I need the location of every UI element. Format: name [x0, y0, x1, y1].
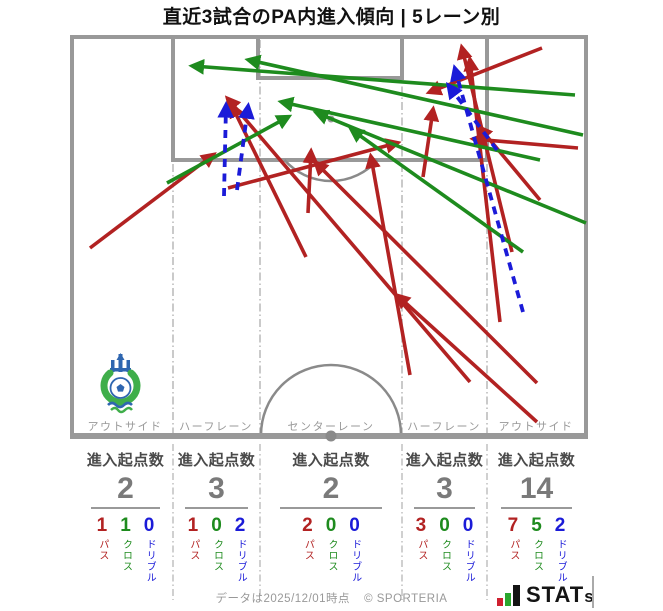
stat-col-outside-right: 進入起点数 14 7 パス 5 クロス 2 ドリブル [487, 449, 586, 583]
dribble-count: 2 [554, 515, 566, 536]
cross-count: 0 [211, 515, 222, 536]
lane-label-half-left: ハーフレーン [179, 421, 253, 433]
stat-header: 進入起点数 [86, 452, 165, 469]
arrow-cross [244, 54, 584, 137]
entry-arrows [88, 43, 587, 424]
stat-col-center: 進入起点数 2 2 パス 0 クロス 0 ドリブル [260, 449, 402, 583]
cross-count: 0 [439, 515, 450, 536]
dribble-label: ドリブル [235, 538, 247, 583]
pass-label: パス [187, 538, 199, 561]
dribble-count: 0 [462, 515, 474, 536]
divider [413, 507, 476, 509]
arrow-pass [224, 95, 472, 384]
cross-count: 0 [325, 515, 337, 536]
pass-count: 7 [507, 515, 519, 536]
arrow-cross [188, 58, 576, 97]
stat-header: 進入起点数 [292, 452, 370, 469]
cross-label: クロス [439, 538, 451, 572]
pass-label: パス [302, 538, 314, 561]
dribble-label: ドリブル [144, 538, 156, 583]
cross-label: クロス [211, 538, 223, 572]
cross-label: クロス [325, 538, 337, 572]
dribble-count: 0 [349, 515, 360, 536]
team-crest [100, 353, 141, 414]
stat-header: 進入起点数 [497, 452, 576, 469]
arrow-pass [312, 159, 539, 385]
cross-count: 1 [120, 515, 131, 536]
arrow-pass [365, 152, 412, 376]
dribble-label: ドリブル [349, 538, 361, 583]
stat-col-outside-left: 進入起点数 2 1 パス 1 クロス 0 ドリブル [78, 449, 173, 583]
arrow-pass [456, 43, 514, 253]
stat-col-half-right: 進入起点数 3 3 パス 0 クロス 0 ドリブル [402, 449, 487, 583]
pass-count: 3 [415, 515, 427, 536]
divider [279, 507, 383, 509]
dribble-label: ドリブル [463, 538, 475, 583]
entry-total: 2 [117, 472, 134, 505]
stat-header: 進入起点数 [177, 452, 256, 469]
stats-logo-text: STATs [526, 582, 595, 608]
center-spot [325, 430, 337, 442]
arrow-pass [476, 124, 542, 202]
arrow-cross [166, 114, 293, 185]
lane-label-outside-right: アウトサイド [498, 421, 574, 433]
dribble-label: ドリブル [555, 538, 567, 583]
dribble-count: 0 [143, 515, 155, 536]
entry-total: 2 [322, 472, 340, 505]
stats-divider-lines [172, 444, 488, 600]
pass-count: 2 [302, 515, 313, 536]
pass-count: 1 [187, 515, 199, 536]
arrow-pass [394, 292, 539, 424]
pass-label: パス [507, 538, 519, 561]
entry-total: 3 [436, 472, 453, 505]
bar-chart-icon [497, 585, 520, 606]
stats-logo: STATs [497, 580, 595, 606]
arrow-cross [348, 127, 525, 254]
pitch-lines [70, 35, 588, 439]
stat-col-half-left: 進入起点数 3 1 パス 0 クロス 2 ドリブル [173, 449, 260, 583]
arrow-pass [421, 105, 440, 178]
lane-label-center: センターレーン [287, 421, 375, 433]
pass-label: パス [415, 538, 427, 561]
footer-note: データは2025/12/01時点 © SPORTERIA [0, 590, 663, 606]
pass-count: 1 [96, 515, 108, 536]
page-title: 直近3試合のPA内進入傾向 | 5レーン別 [162, 7, 501, 28]
lane-divider-lines [172, 40, 488, 433]
copyright: © SPORTERIA [364, 593, 448, 605]
divider [185, 507, 248, 509]
arrow-cross [277, 96, 541, 162]
divider [500, 507, 573, 509]
lane-label-outside-left: アウトサイド [87, 421, 163, 433]
arrow-pass [302, 147, 319, 214]
arrow-dribble [217, 100, 235, 197]
entry-total: 3 [208, 472, 225, 505]
cross-label: クロス [120, 538, 132, 572]
cross-count: 5 [531, 515, 542, 536]
entry-total: 14 [519, 472, 554, 505]
lane-label-half-right: ハーフレーン [407, 421, 481, 433]
stat-header: 進入起点数 [405, 452, 484, 469]
dribble-count: 2 [234, 515, 246, 536]
arrow-pass [227, 138, 402, 190]
logo-divider [592, 576, 594, 608]
data-as-of: データは2025/12/01時点 [215, 593, 351, 605]
divider [91, 507, 160, 509]
pass-label: パス [96, 538, 108, 561]
cross-label: クロス [531, 538, 543, 572]
